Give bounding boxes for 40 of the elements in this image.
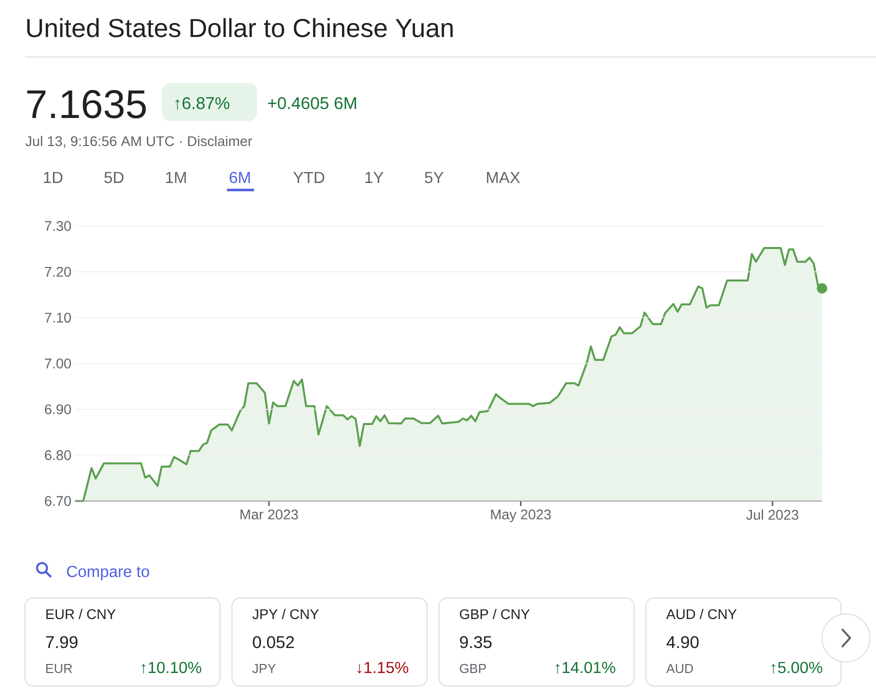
text: GBP / CNY	[460, 608, 530, 620]
text: ↑5.00%	[772, 662, 822, 674]
y-tick-label: 7.00	[44, 358, 71, 368]
text: MAX	[486, 172, 520, 183]
x-tick-label: Mar 2023	[240, 510, 298, 520]
text: ↓1.15%	[358, 662, 408, 674]
text: 9.35	[460, 636, 492, 648]
text: GBP	[460, 664, 486, 674]
x-tick-label: May 2023	[491, 510, 551, 522]
text: 4.90	[666, 636, 699, 648]
y-tick-label: 6.90	[44, 404, 71, 414]
text: AUD	[666, 664, 694, 674]
y-tick-label: 6.80	[44, 450, 71, 460]
text: +0.4605 6M	[268, 97, 356, 110]
text: 7.1635	[27, 90, 146, 118]
text: 1Y	[365, 172, 384, 183]
text: 5D	[104, 172, 124, 184]
chart-title: United States Dollar to Chinese Yuan	[27, 18, 453, 38]
text: 1D	[44, 172, 62, 183]
text: Jul 13, 9:16:56 AM UTC · Disclaimer	[25, 136, 252, 148]
text: 5Y	[424, 172, 444, 184]
text: 7.99	[46, 636, 78, 648]
text: 6M	[230, 172, 250, 184]
text: AUD / CNY	[666, 608, 737, 620]
text: ↑14.01%	[556, 662, 616, 674]
text: ↑6.87%	[175, 97, 230, 110]
text: Compare to	[67, 566, 150, 580]
x-tick-label: Jul 2023	[746, 510, 798, 520]
text: EUR / CNY	[46, 608, 116, 620]
text: 0.052	[252, 636, 294, 648]
text: JPY	[252, 664, 276, 674]
y-tick-label: 6.70	[44, 496, 71, 506]
text: JPY / CNY	[252, 608, 319, 620]
text: YTD	[293, 172, 324, 183]
text: ↑10.10%	[142, 662, 202, 674]
text: 1M	[166, 172, 186, 183]
y-tick-label: 7.30	[44, 221, 71, 231]
y-tick-label: 7.20	[44, 266, 71, 277]
text: EUR	[46, 664, 72, 674]
y-tick-label: 7.10	[44, 312, 71, 323]
